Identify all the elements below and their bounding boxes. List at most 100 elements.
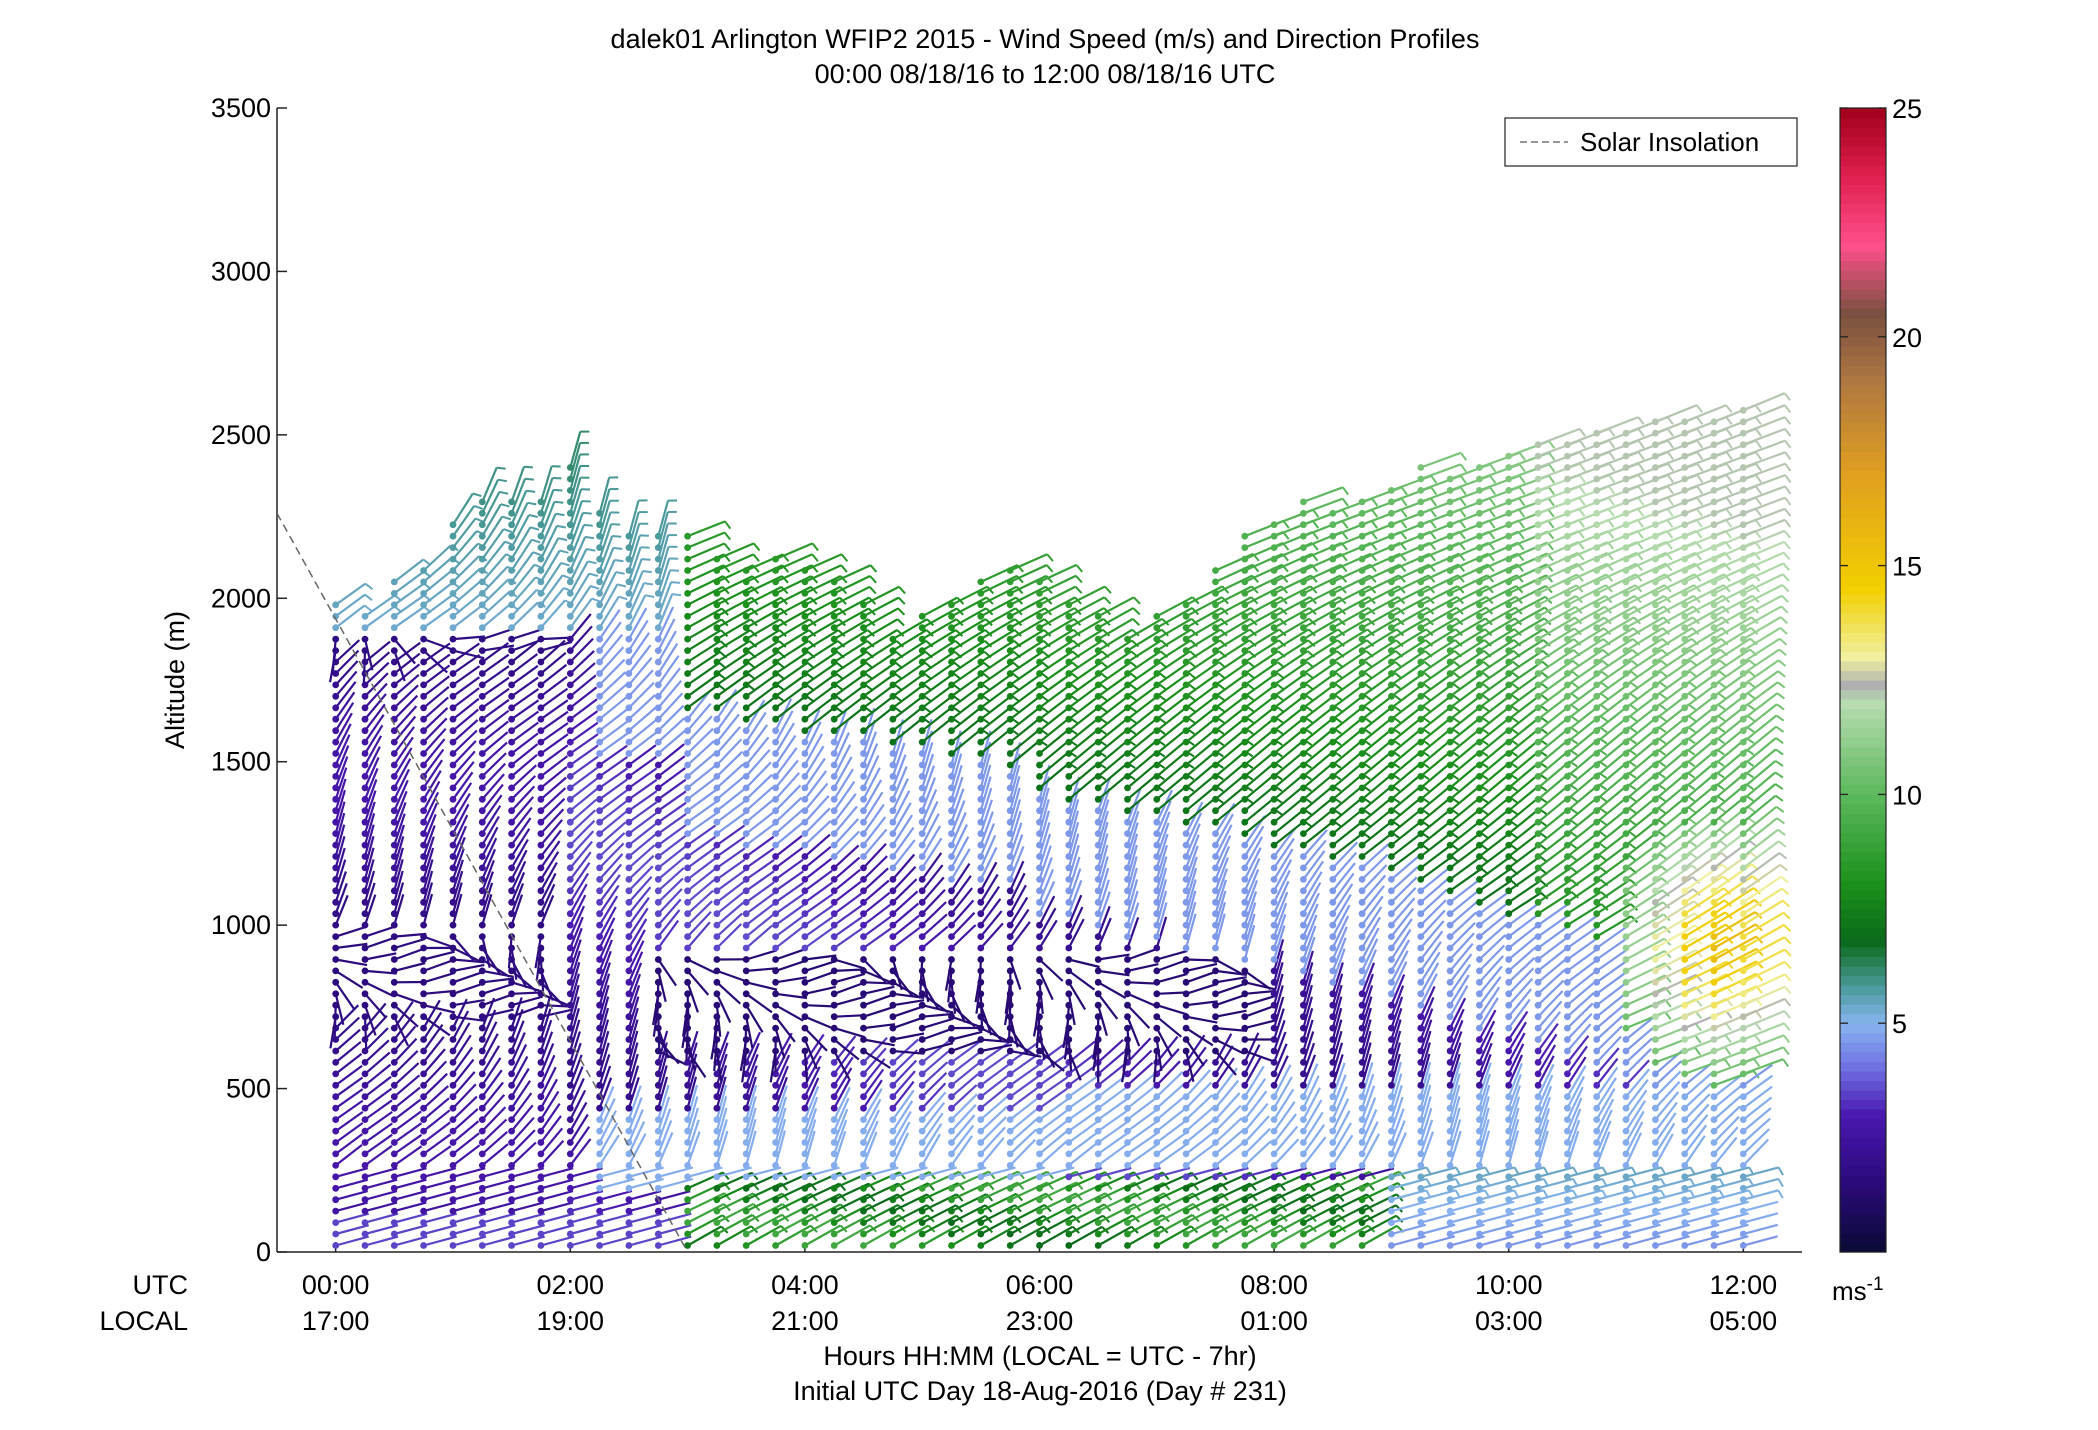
wind-barb-flag [583, 513, 592, 514]
wind-barb-dot [948, 876, 955, 883]
wind-barb-shaft [600, 801, 627, 822]
wind-barb-dot [538, 624, 545, 631]
wind-barb-shaft [365, 639, 372, 670]
wind-barb-shaft [1040, 1088, 1068, 1108]
wind-barb-dot [567, 842, 574, 849]
wind-barb-dot [332, 1151, 339, 1158]
wind-barb-dot [1212, 636, 1219, 643]
wind-barb-dot [1241, 1242, 1248, 1249]
wind-barb-shaft [658, 681, 681, 708]
wind-barb-dot [420, 1048, 427, 1055]
wind-barb-shaft [336, 1018, 360, 1040]
wind-barb-shaft [864, 844, 887, 868]
wind-barb-dot [772, 1116, 779, 1123]
wind-barb-shaft [541, 767, 567, 788]
wind-barb-dot [1300, 1048, 1307, 1055]
wind-barb-dot [538, 1196, 545, 1203]
wind-barb-dot [772, 1093, 779, 1100]
wind-barb-dot [420, 1173, 427, 1180]
wind-barb-shaft [834, 983, 864, 994]
wind-barb-dot [1007, 670, 1014, 677]
wind-barb-dot [1183, 876, 1190, 883]
wind-barb-dot [684, 1162, 691, 1169]
wind-barb-dot [332, 1071, 339, 1078]
wind-barb-dot [890, 1013, 897, 1020]
wind-barb-dot [450, 682, 457, 689]
wind-barb-dot [1271, 1082, 1278, 1089]
wind-barb-dot [1241, 922, 1248, 929]
wind-barb-shaft [512, 678, 539, 697]
wind-barb-dot [1271, 647, 1278, 654]
wind-barb-dot [684, 887, 691, 894]
wind-barb-dot [1153, 1162, 1160, 1169]
wind-barb-dot [479, 830, 486, 837]
wind-barb-shaft [394, 1135, 421, 1154]
wind-barb-flag [672, 594, 681, 595]
wind-barb-dot [391, 1139, 398, 1146]
wind-barb-flag [1277, 684, 1284, 690]
wind-barb-dot [802, 590, 809, 597]
wind-barb-shaft [893, 867, 916, 891]
wind-barb-dot [890, 1151, 897, 1158]
wind-barb-dot [1300, 1116, 1307, 1123]
wind-barb-dot [714, 1231, 721, 1238]
wind-barb-shaft [453, 556, 479, 582]
wind-barb-dot [1007, 716, 1014, 723]
wind-barb-dot [450, 1013, 457, 1020]
wind-barb-flag [611, 524, 620, 525]
wind-barb-shaft [805, 972, 835, 983]
wind-barb-dot [391, 1242, 398, 1249]
wind-barb-dot [508, 865, 515, 872]
wind-barb-dot [1153, 1082, 1160, 1089]
wind-barb-dot [948, 1231, 955, 1238]
wind-barb-dot [1300, 499, 1307, 506]
wind-barb-dot [948, 773, 955, 780]
wind-barb-dot [1095, 956, 1102, 963]
wind-barb-flag [553, 490, 562, 491]
wind-barb-dot [1241, 865, 1248, 872]
wind-barb-dot [1300, 762, 1307, 769]
wind-barb-flag [502, 517, 511, 520]
wind-barb-dot [890, 727, 897, 734]
wind-barb-shaft [746, 824, 775, 845]
wind-barb-dot [655, 647, 662, 654]
wind-barb-dot [890, 853, 897, 860]
wind-barb-dot [831, 899, 838, 906]
wind-barb-dot [508, 762, 515, 769]
wind-barb-dot [567, 876, 574, 883]
wind-barb-dot [948, 1116, 955, 1123]
wind-barb-dot [391, 750, 398, 757]
wind-barb-dot [1329, 613, 1336, 620]
wind-barb-shaft [512, 1118, 534, 1143]
wind-barb-dot [420, 830, 427, 837]
wind-barb-dot [772, 865, 779, 872]
wind-barb-dot [508, 1002, 515, 1009]
wind-barb-shaft [424, 973, 455, 982]
wind-barb-flag [1047, 565, 1053, 572]
wind-barb-dot [1329, 1128, 1336, 1135]
wind-barb-flag [1076, 587, 1082, 594]
wind-barb-dot [860, 624, 867, 631]
wind-barb-dot [1065, 922, 1072, 929]
wind-barb-dot [626, 1059, 633, 1066]
wind-barb-dot [1095, 1139, 1102, 1146]
wind-barb-dot [1065, 682, 1072, 689]
wind-barb-dot [831, 956, 838, 963]
wind-barb-dot [1007, 899, 1014, 906]
wind-barb-dot [802, 876, 809, 883]
wind-barb-shaft [1069, 775, 1099, 800]
wind-barb-dot [655, 1231, 662, 1238]
wind-barb-dot [1007, 647, 1014, 654]
wind-barb-dot [450, 1219, 457, 1226]
wind-barb-flag [644, 583, 653, 584]
wind-barb-dot [802, 693, 809, 700]
wind-barb-shaft [570, 723, 598, 742]
wind-barb-dot [508, 1196, 515, 1203]
wind-barb-dot [538, 1105, 545, 1112]
wind-barb-dot [508, 922, 515, 929]
wind-barb-dot [362, 1002, 369, 1009]
wind-barb-dot [1065, 842, 1072, 849]
wind-barb-dot [332, 1116, 339, 1123]
wind-barb-dot [1271, 1048, 1278, 1055]
wind-barb-dot [391, 693, 398, 700]
